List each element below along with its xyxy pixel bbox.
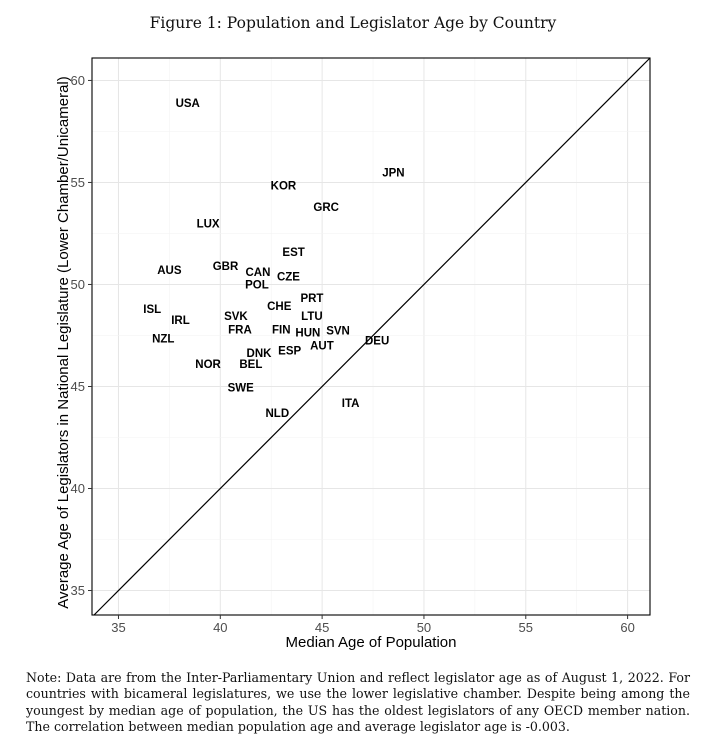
point-label-kor: KOR <box>271 181 297 193</box>
grid <box>92 58 650 615</box>
point-label-isl: ISL <box>143 304 161 316</box>
scatter-chart: USA JPN KOR GRC LUX EST AUS GBR CAN CZE POL ISL IRL P… <box>55 57 651 651</box>
y-tick-label: 45 <box>71 379 85 394</box>
y-tick-label: 55 <box>71 175 85 190</box>
reference-line <box>93 57 651 616</box>
point-label-grc: GRC <box>313 202 339 214</box>
x-tick-label: 55 <box>519 620 533 635</box>
x-tick-label: 35 <box>111 620 125 635</box>
x-axis-label: Median Age of Population <box>286 634 457 651</box>
point-label-jpn: JPN <box>382 167 404 179</box>
point-label-ita: ITA <box>342 398 360 410</box>
point-label-cze: CZE <box>277 271 300 283</box>
point-label-bel: BEL <box>239 359 262 371</box>
point-label-lux: LUX <box>197 218 220 230</box>
ticks: 35 40 45 50 55 60 35 40 45 50 55 60 <box>71 73 635 635</box>
point-label-aus: AUS <box>157 265 182 277</box>
identity-line <box>93 57 651 616</box>
point-label-nzl: NZL <box>152 334 174 346</box>
point-label-gbr: GBR <box>213 261 239 273</box>
point-label-dnk: DNK <box>247 348 273 360</box>
point-label-ltu: LTU <box>301 311 323 323</box>
point-label-svn: SVN <box>326 325 350 337</box>
y-tick-label: 35 <box>71 583 85 598</box>
point-label-usa: USA <box>176 98 200 110</box>
point-label-prt: PRT <box>300 293 323 305</box>
x-tick-label: 45 <box>315 620 329 635</box>
x-tick-label: 50 <box>417 620 431 635</box>
y-tick-label: 40 <box>71 481 85 496</box>
point-label-est: EST <box>282 247 304 259</box>
point-label-che: CHE <box>267 301 292 313</box>
y-tick-label: 50 <box>71 277 85 292</box>
point-label-deu: DEU <box>365 336 389 348</box>
point-label-nor: NOR <box>195 359 221 371</box>
point-label-irl: IRL <box>171 315 190 327</box>
plot-panel <box>91 57 651 616</box>
figure-title: Figure 1: Population and Legislator Age … <box>149 14 557 32</box>
point-label-can: CAN <box>245 267 270 279</box>
point-label-hun: HUN <box>295 328 320 340</box>
point-label-pol: POL <box>245 279 269 291</box>
figure-note: Note: Data are from the Inter-Parliament… <box>26 670 690 735</box>
point-label-swe: SWE <box>228 383 255 395</box>
point-label-svk: SVK <box>224 311 248 323</box>
point-label-nld: NLD <box>266 408 290 420</box>
points: USA JPN KOR GRC LUX EST AUS GBR CAN CZE POL ISL IRL P… <box>143 98 404 420</box>
y-axis-label: Average Age of Legislators in National L… <box>55 76 72 609</box>
point-label-esp: ESP <box>278 346 301 358</box>
point-label-aut: AUT <box>310 341 334 353</box>
x-tick-label: 40 <box>213 620 227 635</box>
x-tick-label: 60 <box>620 620 634 635</box>
y-tick-label: 60 <box>71 73 85 88</box>
point-label-fra: FRA <box>228 324 252 336</box>
point-label-fin: FIN <box>272 324 291 336</box>
